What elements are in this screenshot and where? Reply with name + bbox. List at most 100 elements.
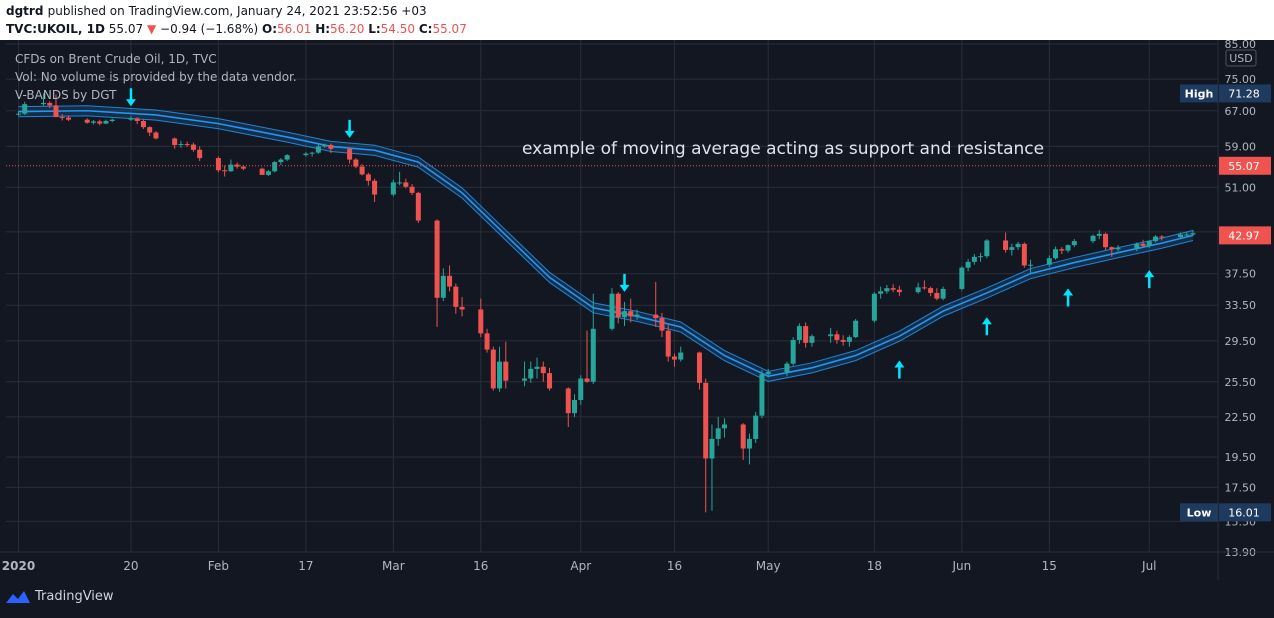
high-marker-label-bg — [1180, 84, 1218, 103]
annotation-arrows — [125, 88, 1155, 379]
candle-body — [1184, 234, 1190, 236]
candle — [490, 346, 496, 391]
candle-body — [1109, 247, 1115, 250]
candle-body — [615, 293, 621, 318]
candle-body — [59, 117, 65, 119]
candle — [403, 178, 409, 189]
candle — [365, 172, 371, 186]
candle-body — [1015, 243, 1021, 248]
candle-body — [172, 138, 178, 146]
candle — [372, 178, 378, 202]
candle — [147, 126, 153, 137]
candle-body — [65, 117, 71, 120]
candle-body — [715, 428, 721, 439]
candle — [709, 424, 715, 511]
low-marker-bg — [1219, 503, 1271, 522]
high-marker-bg — [1219, 84, 1271, 103]
tradingview-logo[interactable]: TradingView — [6, 589, 114, 604]
candle-body — [503, 361, 509, 381]
candle-body — [453, 286, 459, 307]
candle-body — [565, 388, 571, 414]
candle-body — [47, 102, 53, 106]
candle — [1071, 239, 1077, 248]
candle — [303, 152, 309, 157]
candle-body — [1053, 249, 1059, 259]
candle — [1009, 243, 1015, 256]
candle — [753, 411, 759, 443]
candle-body — [940, 288, 946, 299]
x-tick-label: Feb — [208, 559, 229, 573]
candle — [759, 369, 765, 419]
candle — [215, 156, 221, 173]
price-markers: High 71.28 55.07 42.97 Low 16.01 — [1180, 84, 1271, 522]
candle-body — [584, 378, 590, 382]
candle-body — [178, 144, 184, 146]
candle — [153, 131, 159, 140]
candle-body — [828, 334, 834, 337]
candle — [609, 288, 615, 331]
candle — [497, 346, 503, 392]
up-arrow-head-icon — [981, 317, 992, 325]
candle — [259, 167, 265, 175]
candle-body — [790, 339, 796, 364]
candle — [896, 285, 902, 297]
candle — [534, 357, 540, 379]
candle — [965, 258, 971, 272]
legend-title[interactable]: CFDs on Brent Crude Oil, 1D, TVC — [15, 52, 217, 66]
candle — [172, 137, 178, 149]
candle — [621, 301, 627, 327]
candle — [447, 265, 453, 292]
candle-body — [578, 378, 584, 400]
chart-area[interactable]: 85.0075.0067.0059.0051.0043.5037.5033.50… — [0, 40, 1274, 580]
candle-body — [978, 256, 984, 258]
candle — [440, 268, 446, 302]
candle-body — [1190, 233, 1196, 235]
candle-body — [634, 314, 640, 317]
candle — [1021, 242, 1027, 268]
publisher-name[interactable]: dgtrd — [6, 4, 44, 18]
candle-body — [1159, 236, 1165, 238]
legend-indicator[interactable]: V-BANDS by DGT — [15, 88, 117, 102]
y-tick-label: 75.00 — [1225, 73, 1257, 86]
candle — [1134, 242, 1140, 252]
candle-body — [315, 146, 321, 153]
candle-body — [609, 293, 615, 329]
candle-body — [1146, 241, 1152, 246]
candle — [1146, 240, 1152, 248]
candle — [834, 330, 840, 344]
candle — [659, 312, 665, 338]
candle-body — [478, 309, 484, 334]
candle — [1059, 247, 1065, 255]
candle-body — [190, 144, 196, 150]
candle — [578, 375, 584, 405]
publish-line: dgtrd published on TradingView.com, Janu… — [6, 4, 427, 18]
change-value: −0.94 (−1.68%) — [160, 22, 259, 36]
candle-body — [1103, 233, 1109, 248]
candle — [671, 353, 677, 367]
candle-body — [1096, 233, 1102, 236]
last-price: 55.07 — [108, 22, 144, 36]
down-arrow-head-icon — [344, 130, 355, 138]
candle-body — [134, 118, 140, 121]
candle — [572, 394, 578, 417]
down-arrow-head-icon — [125, 99, 136, 107]
price-chart[interactable]: 85.0075.0067.0059.0051.0043.5037.5033.50… — [0, 40, 1274, 580]
candle — [484, 328, 490, 353]
candle — [796, 323, 802, 344]
candle — [934, 288, 940, 301]
candle — [47, 101, 53, 109]
candle-body — [971, 256, 977, 262]
candle — [740, 423, 746, 460]
candle-body — [484, 333, 490, 350]
candle — [222, 165, 228, 177]
candle — [828, 327, 834, 343]
x-tick-label: 18 — [867, 559, 882, 573]
candle — [765, 368, 771, 378]
candle-body — [896, 289, 902, 293]
y-tick-label: 33.50 — [1225, 299, 1257, 312]
y-tick-label: 85.00 — [1225, 40, 1257, 51]
candle — [1190, 230, 1196, 236]
candle — [409, 184, 415, 196]
candle-body — [390, 182, 396, 195]
candle — [390, 179, 396, 197]
